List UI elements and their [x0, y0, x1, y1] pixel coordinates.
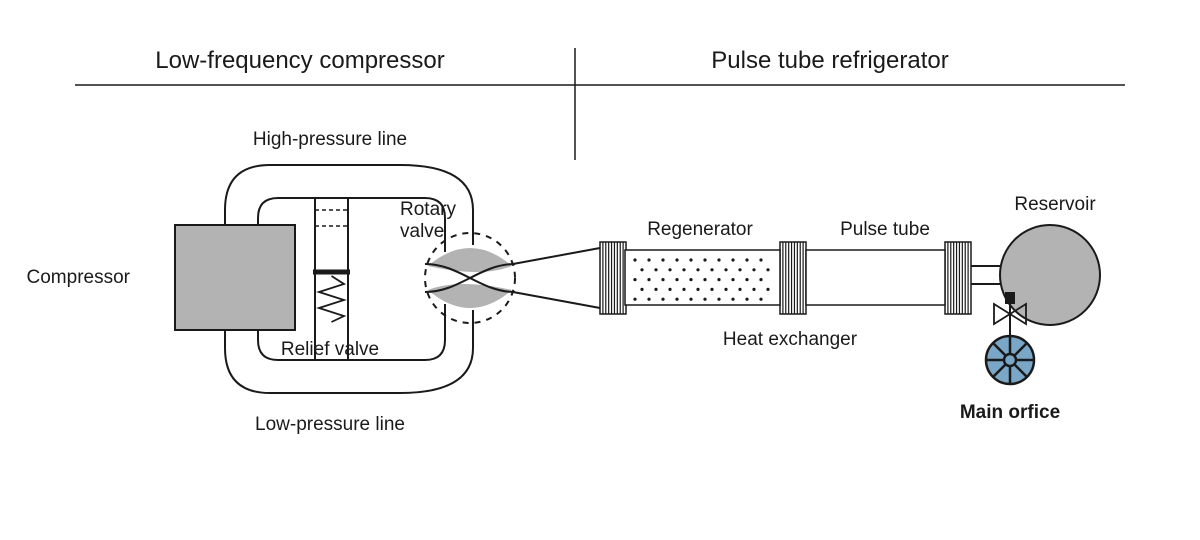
- label-pulse-tube: Pulse tube: [840, 219, 930, 240]
- label-main-orifice: Main orfice: [960, 402, 1060, 423]
- label-reservoir: Reservoir: [1014, 194, 1096, 215]
- pulse-tube: [806, 250, 945, 305]
- compressor: [175, 225, 295, 330]
- orifice-tri-l: [994, 304, 1010, 324]
- funnel-top: [513, 248, 600, 264]
- orifice-tap: [1005, 292, 1015, 304]
- heat-exchanger-1: [780, 242, 806, 314]
- regenerator-box: [625, 250, 780, 305]
- heat-exchanger-0: [600, 242, 626, 314]
- heat-exchanger-2: [945, 242, 971, 314]
- relief-spring: [319, 276, 344, 322]
- header-right-label: Pulse tube refrigerator: [711, 47, 948, 74]
- label-regenerator: Regenerator: [647, 219, 753, 240]
- funnel-bot: [513, 292, 600, 308]
- label-heat-exchanger: Heat exchanger: [723, 329, 858, 350]
- label-compressor: Compressor: [27, 267, 131, 288]
- label-low-pressure-line: Low-pressure line: [255, 414, 405, 435]
- label-rotary-valve-2: valve: [400, 221, 444, 242]
- rotary-lobe-top: [428, 248, 512, 272]
- header-left-label: Low-frequency compressor: [155, 47, 444, 74]
- label-high-pressure-line: High-pressure line: [253, 129, 407, 150]
- label-rotary-valve-1: Rotary: [400, 199, 456, 220]
- label-relief-valve: Relief valve: [281, 339, 379, 360]
- orifice-wheel-icon: [986, 336, 1034, 384]
- rotary-lobe-bottom: [428, 284, 512, 308]
